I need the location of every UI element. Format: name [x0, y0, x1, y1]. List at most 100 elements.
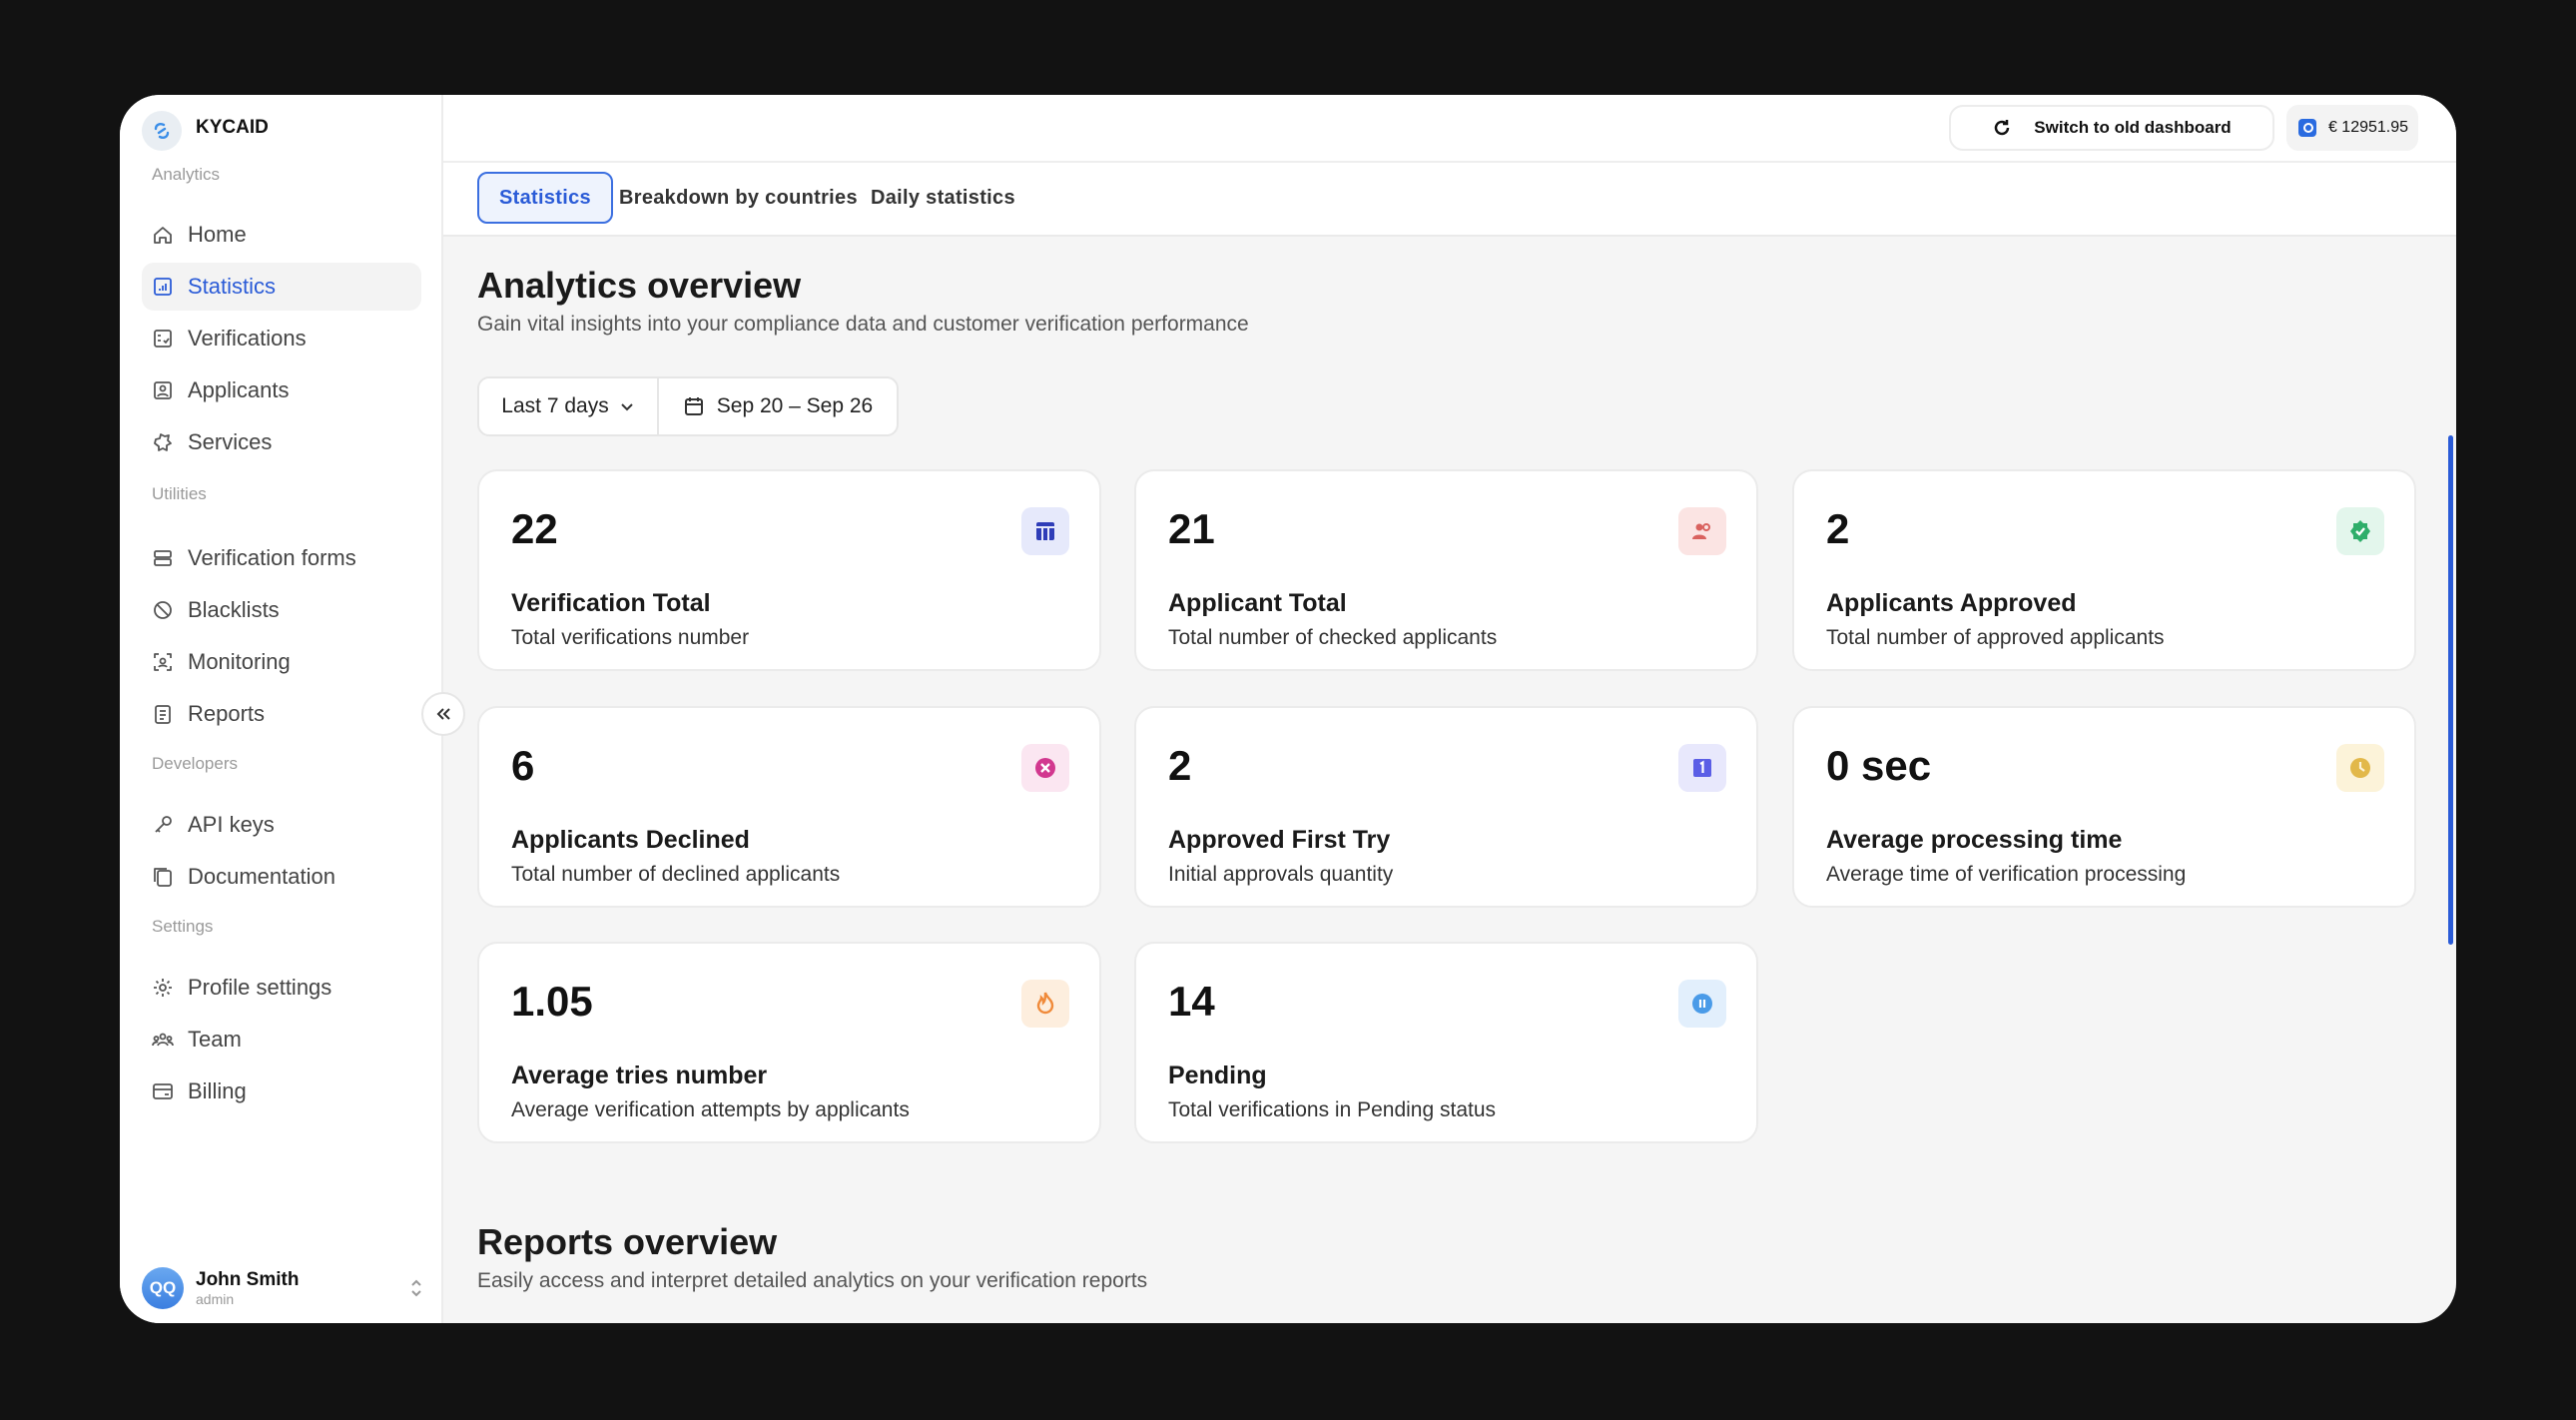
sidebar-item-billing[interactable]: Billing — [142, 1067, 421, 1115]
monitoring-icon — [154, 653, 172, 671]
key-icon — [155, 816, 172, 833]
sidebar-item-label: Documentation — [188, 864, 335, 889]
sidebar-item-label: Applicants — [188, 377, 290, 402]
stat-card-applicants-approved[interactable]: 2 Applicants Approved Total number of ap… — [1792, 469, 2416, 671]
stat-card-average-tries-number[interactable]: 1.05 Average tries number Average verifi… — [477, 942, 1101, 1143]
first-try-icon — [1678, 744, 1726, 792]
sidebar: KYCAID Analytics Home Statistics Verificati… — [120, 95, 443, 1323]
stat-value: 21 — [1168, 505, 1215, 552]
balance-badge[interactable]: € 12951.95 — [2286, 105, 2418, 151]
stat-description: Average time of verification processing — [1826, 863, 2187, 886]
stat-title: Verification Total — [511, 589, 711, 617]
stat-card-approved-first-try[interactable]: 2 Approved First Try Initial approvals q… — [1134, 706, 1758, 908]
calendar-icon — [684, 397, 703, 415]
stat-card-applicant-total[interactable]: 21 Applicant Total Total number of check… — [1134, 469, 1758, 671]
stat-value: 1.05 — [511, 978, 593, 1025]
tab-statistics[interactable]: Statistics — [477, 172, 613, 224]
stat-card-pending[interactable]: 14 Pending Total verifications in Pendin… — [1134, 942, 1758, 1143]
stat-value: 14 — [1168, 978, 1215, 1025]
fire-icon — [1021, 980, 1069, 1028]
verified-icon — [2336, 507, 2384, 555]
sidebar-item-home[interactable]: Home — [142, 211, 421, 259]
stat-title: Approved First Try — [1168, 826, 1391, 854]
user-menu[interactable]: QQ John Smith admin — [142, 1263, 431, 1313]
scrollbar[interactable] — [2448, 435, 2453, 945]
pause-icon — [1678, 980, 1726, 1028]
sidebar-item-label: Statistics — [188, 274, 277, 299]
stat-description: Initial approvals quantity — [1168, 863, 1394, 886]
stat-title: Applicants Approved — [1826, 589, 2077, 617]
users-icon — [1678, 507, 1726, 555]
stat-description: Total number of declined applicants — [511, 863, 841, 886]
range-select[interactable]: Last 7 days — [479, 378, 659, 434]
brand-name: KYCAID — [196, 117, 269, 138]
sidebar-item-label: Reports — [188, 701, 266, 726]
user-role: admin — [196, 1291, 235, 1307]
sidebar-item-label: Team — [188, 1027, 242, 1052]
app-window: KYCAID Analytics Home Statistics Verificati… — [120, 95, 2456, 1323]
user-name: John Smith — [196, 1269, 300, 1290]
stat-value: 0 sec — [1826, 742, 1932, 789]
stat-card-verification-total[interactable]: 22 Verification Total Total verification… — [477, 469, 1101, 671]
sidebar-item-label: Services — [188, 429, 273, 454]
stat-value: 2 — [1826, 505, 1850, 552]
sidebar-item-label: Home — [188, 222, 247, 247]
stat-description: Average verification attempts by applica… — [511, 1098, 910, 1121]
section-label-settings: Settings — [152, 917, 214, 936]
stat-description: Total verifications in Pending status — [1168, 1098, 1497, 1121]
sidebar-item-profile-settings[interactable]: Profile settings — [142, 964, 421, 1012]
switch-old-dashboard-button[interactable]: Switch to old dashboard — [1949, 105, 2274, 151]
sidebar-item-team[interactable]: Team — [142, 1016, 421, 1064]
sidebar-item-reports[interactable]: Reports — [142, 690, 421, 738]
date-range-picker[interactable]: Sep 20 – Sep 26 — [659, 394, 897, 418]
tab-daily-statistics[interactable]: Daily statistics — [871, 186, 1015, 209]
date-filter: Last 7 days Sep 20 – Sep 26 — [477, 376, 899, 436]
refresh-icon — [1995, 120, 2010, 136]
applicant-icon — [154, 381, 172, 399]
section-label-developers: Developers — [152, 754, 238, 773]
home-icon — [154, 227, 172, 244]
stat-card-average-processing-time[interactable]: 0 sec Average processing time Average ti… — [1792, 706, 2416, 908]
checklist-icon — [154, 330, 172, 348]
statistics-icon — [154, 278, 172, 296]
wallet-icon — [2297, 119, 2316, 137]
sidebar-item-documentation[interactable]: Documentation — [142, 853, 421, 901]
sidebar-item-verifications[interactable]: Verifications — [142, 315, 421, 362]
collapse-sidebar-button[interactable] — [421, 692, 465, 736]
stat-value: 2 — [1168, 742, 1192, 789]
sidebar-item-api-keys[interactable]: API keys — [142, 801, 421, 849]
sidebar-item-monitoring[interactable]: Monitoring — [142, 638, 421, 686]
card-icon — [153, 1083, 173, 1099]
sidebar-item-label: API keys — [188, 812, 275, 837]
stat-title: Applicants Declined — [511, 826, 750, 854]
stat-description: Total verifications number — [511, 626, 750, 649]
gear-icon — [154, 979, 172, 997]
stat-value: 22 — [511, 505, 558, 552]
tab-breakdown-by-countries[interactable]: Breakdown by countries — [619, 186, 858, 209]
tab-bar: Statistics Breakdown by countries Daily … — [443, 163, 2456, 237]
clock-icon — [2336, 744, 2384, 792]
stat-description: Total number of checked applicants — [1168, 626, 1498, 649]
stat-description: Total number of approved applicants — [1826, 626, 2165, 649]
sidebar-item-applicants[interactable]: Applicants — [142, 366, 421, 414]
sidebar-item-label: Verifications — [188, 326, 307, 351]
sidebar-item-services[interactable]: Services — [142, 418, 421, 466]
stat-title: Average processing time — [1826, 826, 2123, 854]
sidebar-item-verification-forms[interactable]: Verification forms — [142, 534, 421, 582]
puzzle-icon — [154, 433, 172, 451]
stat-title: Applicant Total — [1168, 589, 1347, 617]
kycaid-logo[interactable] — [142, 111, 182, 151]
sidebar-item-blacklists[interactable]: Blacklists — [142, 586, 421, 634]
avatar: QQ — [142, 1267, 184, 1309]
sidebar-item-label: Profile settings — [188, 975, 332, 1000]
page-title: Analytics overview — [477, 265, 802, 306]
sidebar-item-statistics[interactable]: Statistics — [142, 263, 421, 311]
table-icon — [1021, 507, 1069, 555]
reports-subtitle: Easily access and interpret detailed ana… — [477, 1269, 1148, 1292]
page-subtitle: Gain vital insights into your compliance… — [477, 313, 1249, 336]
reports-title: Reports overview — [477, 1221, 778, 1262]
balance-value: € 12951.95 — [2327, 119, 2409, 136]
stat-card-applicants-declined[interactable]: 6 Applicants Declined Total number of de… — [477, 706, 1101, 908]
chevron-down-icon — [620, 403, 633, 411]
forms-icon — [154, 550, 172, 566]
